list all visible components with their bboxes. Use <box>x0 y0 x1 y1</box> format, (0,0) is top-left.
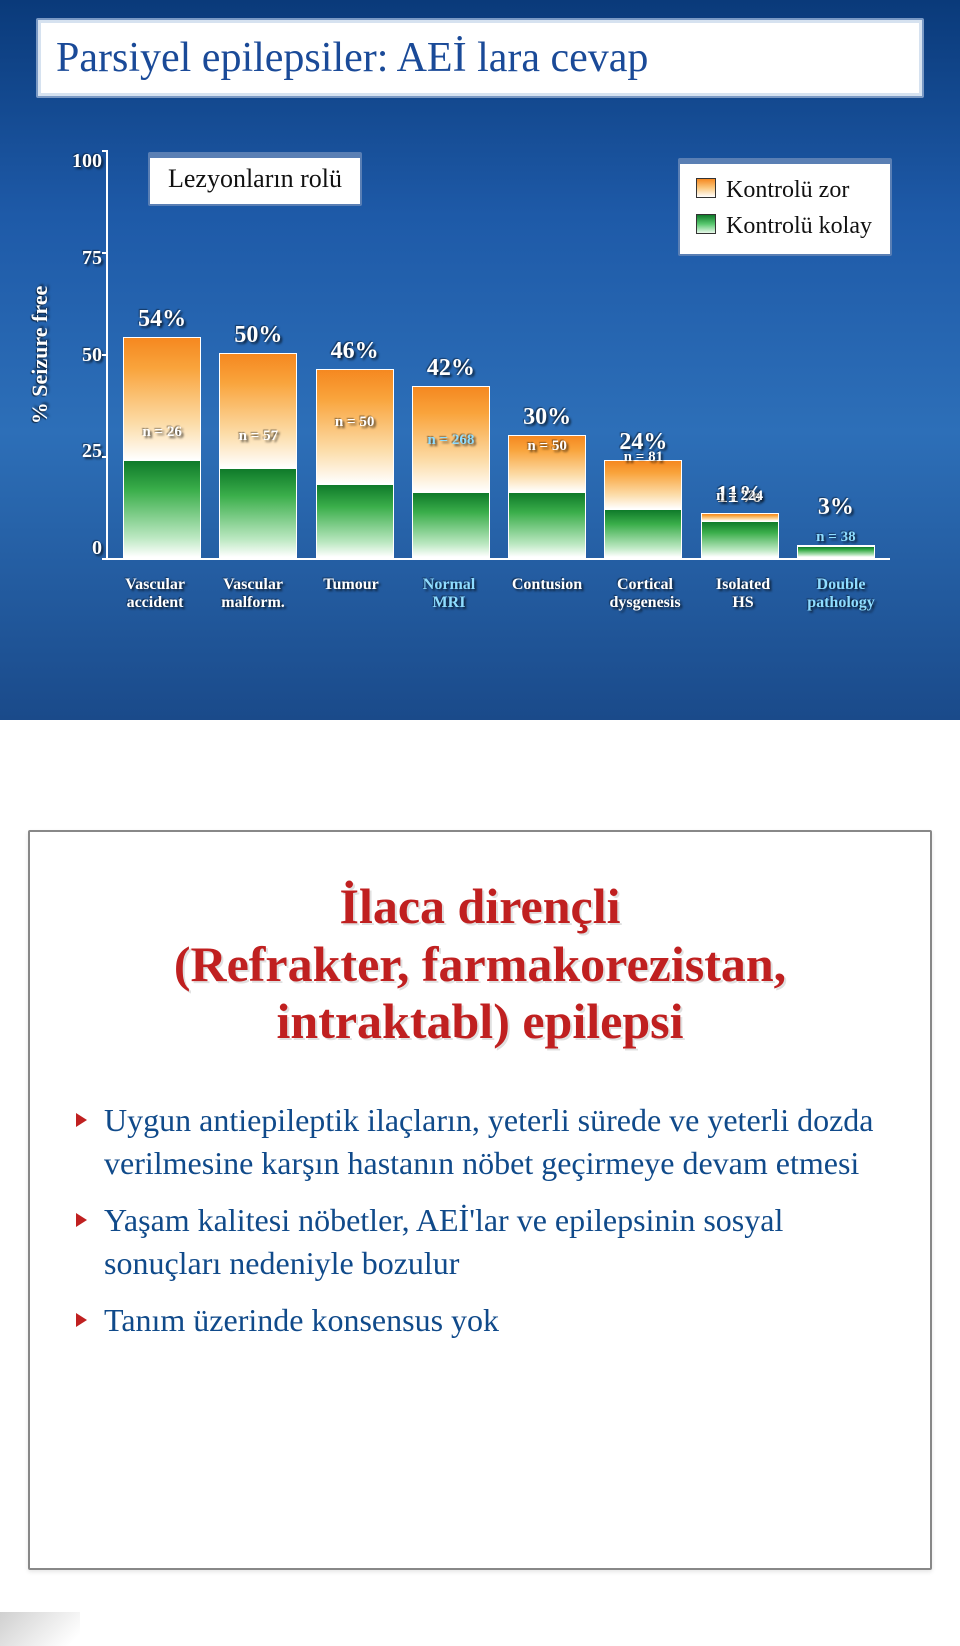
bullet-item: Uygun antiepileptik ilaçların, yeterli s… <box>70 1099 890 1185</box>
y-ticks: 100 75 50 25 0 <box>60 150 102 560</box>
legend-swatch-icon <box>696 178 716 198</box>
bar-col: 54% n = 26 <box>118 306 206 558</box>
bar-segment-upper <box>123 337 201 460</box>
text-card: İlaca dirençli (Refrakter, farmakorezist… <box>28 830 932 1570</box>
card-title: İlaca dirençli (Refrakter, farmakorezist… <box>70 878 890 1051</box>
bar-col: 42% n = 268 <box>407 355 495 558</box>
bar-col: 11%n = 224 <box>696 482 784 558</box>
y-tick: 25 <box>82 440 102 463</box>
legend-box: Kontrolü zor Kontrolü kolay <box>678 158 892 256</box>
bar-segment-lower <box>604 509 682 558</box>
x-label: Double pathology <box>797 570 885 630</box>
legend-row: Kontrolü zor <box>726 172 872 208</box>
bar-segment-lower <box>797 546 875 558</box>
x-label: Vascular malform. <box>209 570 297 630</box>
bar-value-label: 46% <box>331 338 379 365</box>
y-tick: 50 <box>82 344 102 367</box>
bar-value-label: 42% <box>427 355 475 382</box>
card-title-line: intraktabl) epilepsi <box>277 993 684 1049</box>
bar-n-label: n = 50 <box>335 414 374 431</box>
bar: n = 50 <box>316 369 394 558</box>
x-labels: Vascular accidentVascular malform.Tumour… <box>106 570 890 630</box>
bar-value-label: 30% <box>523 404 571 431</box>
bar-n-label: n = 57 <box>239 428 278 445</box>
slide1-title: Parsiyel epilepsiler: AEİ lara cevap <box>56 34 904 82</box>
bar-col: 46% n = 50 <box>311 338 399 558</box>
bar: n = 57 <box>219 353 297 558</box>
subtitle-box: Lezyonların rolü <box>148 152 362 206</box>
y-axis-label: % Seizure free <box>25 150 55 560</box>
bar-value-label: 50% <box>234 322 282 349</box>
bar-segment-lower <box>219 468 297 558</box>
x-label: Tumour <box>307 570 395 630</box>
legend-swatch-icon <box>696 214 716 234</box>
legend-label: Kontrolü kolay <box>726 213 872 239</box>
x-label: Vascular accident <box>111 570 199 630</box>
bar: n = 38 <box>797 545 875 558</box>
legend-row: Kontrolü kolay <box>726 208 872 244</box>
bullet-item: Tanım üzerinde konsensus yok <box>70 1299 890 1342</box>
bar-segment-upper <box>219 353 297 468</box>
slide1-title-frame: Parsiyel epilepsiler: AEİ lara cevap <box>36 18 924 98</box>
bar-value-label: 54% <box>138 306 186 333</box>
bar-segment-upper <box>604 460 682 509</box>
bar: n = 224 <box>701 513 779 558</box>
y-axis-label-text: % Seizure free <box>27 286 53 424</box>
decorative-wedge <box>0 1612 80 1646</box>
bar-col: 30% n = 50 <box>503 404 591 558</box>
legend-label: Kontrolü zor <box>726 177 849 203</box>
text-slide: İlaca dirençli (Refrakter, farmakorezist… <box>0 720 960 1646</box>
chart-slide: Parsiyel epilepsiler: AEİ lara cevap % S… <box>0 0 960 720</box>
bar-col: 3% n = 38 <box>792 494 880 558</box>
bar-segment-lower <box>316 484 394 558</box>
bar-n-label: n = 26 <box>142 424 181 441</box>
x-label: Isolated HS <box>699 570 787 630</box>
y-tick: 100 <box>72 150 102 173</box>
card-title-line: (Refrakter, farmakorezistan, <box>174 936 786 992</box>
subtitle-text: Lezyonların rolü <box>168 164 342 193</box>
bar-value-label: 3% <box>818 494 854 521</box>
y-tick: 75 <box>82 247 102 270</box>
bar-n-label: n = 81 <box>624 449 663 466</box>
bullet-list: Uygun antiepileptik ilaçların, yeterli s… <box>70 1099 890 1343</box>
y-tick: 0 <box>92 537 102 560</box>
bar-segment-upper <box>701 513 779 521</box>
bullet-item: Yaşam kalitesi nöbetler, AEİ'lar ve epil… <box>70 1199 890 1285</box>
bar: n = 81 <box>604 460 682 558</box>
x-label: Normal MRI <box>405 570 493 630</box>
bar-n-label: n = 268 <box>427 432 474 449</box>
bar: n = 268 <box>412 386 490 558</box>
x-label: Contusion <box>503 570 591 630</box>
bar-segment-lower <box>123 460 201 558</box>
bar-col: 24%n = 81 <box>599 429 687 558</box>
card-title-line: İlaca dirençli <box>339 878 620 934</box>
bar-n-label: n = 50 <box>527 438 566 455</box>
bar-segment-lower <box>701 521 779 558</box>
bar: n = 50 <box>508 435 586 558</box>
bar: n = 26 <box>123 337 201 558</box>
bar-n-label: n = 224 <box>716 488 763 505</box>
x-label: Cortical dysgenesis <box>601 570 689 630</box>
bar-n-label: n = 38 <box>816 529 855 546</box>
bar-col: 50% n = 57 <box>214 322 302 558</box>
bar-segment-lower <box>412 492 490 558</box>
bar-segment-lower <box>508 492 586 558</box>
